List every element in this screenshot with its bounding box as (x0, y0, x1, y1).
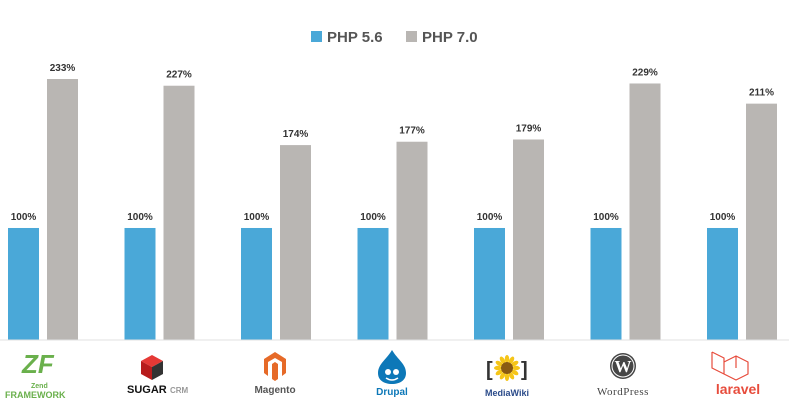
logo-text-sugar: SUGAR (127, 384, 167, 396)
wordpress-logo: W WordPress (597, 353, 649, 398)
logo-text-framework: FRAMEWORK (5, 390, 66, 400)
bar-php70-3 (396, 141, 428, 340)
logo-text-wordpress: WordPress (597, 386, 649, 398)
value-labels: 100% 233% 100% 227% 100% 174% 100% 177% 100% 179%… (11, 63, 774, 223)
bar-php56-5 (590, 227, 622, 340)
bar-php56-0 (8, 227, 39, 340)
bar-php56-3 (357, 227, 389, 340)
bar-php56-4 (474, 227, 505, 340)
magento-logo: Magento (254, 352, 296, 396)
svg-text:[: [ (486, 359, 493, 381)
bar-php70-5 (629, 83, 661, 341)
drupal-drop-logo: Drupal (376, 350, 408, 398)
sugarcrm-cube-logo: SUGAR CRM (127, 355, 189, 396)
bar-php70-0 (47, 79, 78, 340)
legend-swatch-php70 (406, 31, 417, 42)
logo-text-drupal: Drupal (376, 387, 408, 398)
data-label-php70-2: 174% (283, 129, 309, 140)
logo-text-laravel: laravel (716, 381, 760, 397)
data-label-php56-4: 100% (477, 212, 503, 223)
mediawiki-sunflower-logo: [] MediaWiki (485, 355, 529, 398)
data-label-php70-6: 211% (749, 88, 774, 99)
data-label-php56-6: 100% (710, 212, 736, 223)
svg-text:]: ] (521, 359, 528, 381)
data-label-php56-2: 100% (244, 212, 270, 223)
logo-text-crm: CRM (170, 386, 189, 395)
bar-php70-4 (513, 139, 544, 340)
bar-php70-1 (163, 85, 195, 340)
laravel-logo: laravel (711, 351, 760, 397)
data-label-php70-3: 177% (399, 126, 425, 137)
legend: PHP 5.6 PHP 7.0 (311, 29, 478, 46)
data-label-php56-3: 100% (360, 212, 386, 223)
data-label-php70-1: 227% (166, 70, 192, 81)
data-label-php56-0: 100% (11, 212, 37, 223)
data-label-php56-1: 100% (127, 212, 153, 223)
legend-swatch-php56 (311, 31, 322, 42)
data-label-php70-4: 179% (516, 123, 542, 134)
bar-php56-1 (124, 227, 156, 340)
logo-text-mediawiki: MediaWiki (485, 388, 529, 398)
bar-php56-2 (241, 227, 272, 340)
legend-label-php70: PHP 7.0 (422, 29, 478, 46)
bar-php70-6 (746, 103, 777, 341)
svg-text:ZF: ZF (21, 349, 55, 379)
logo-text-magento: Magento (254, 385, 295, 396)
data-label-php70-0: 233% (50, 63, 76, 74)
svg-text:W: W (615, 357, 632, 376)
bar-php56-6 (707, 227, 738, 340)
logo-text-zend: Zend (31, 383, 48, 390)
bar-php70-2 (280, 145, 311, 340)
legend-label-php56: PHP 5.6 (327, 29, 383, 46)
bars (8, 79, 777, 341)
data-label-php70-5: 229% (632, 67, 658, 78)
data-label-php56-5: 100% (593, 212, 619, 223)
